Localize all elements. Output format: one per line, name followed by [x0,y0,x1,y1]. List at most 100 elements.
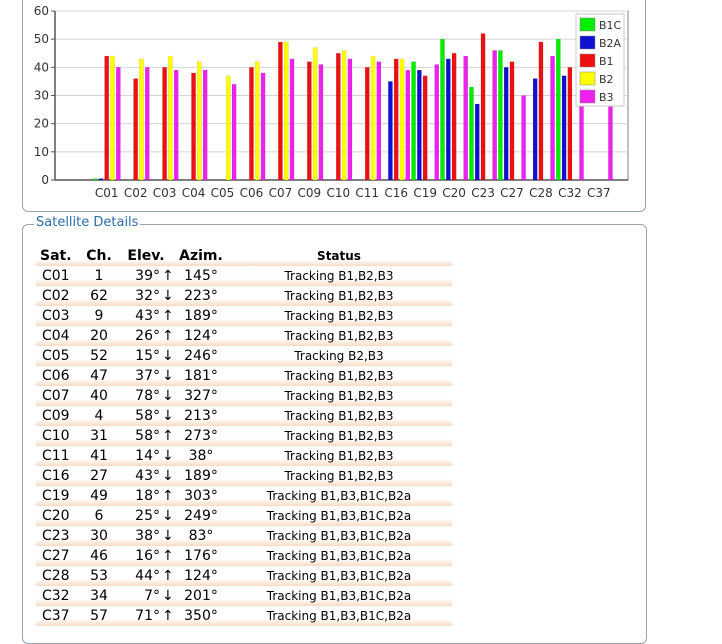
table-row: C01 1 39° ↑ 145° Tracking B1,B2,B3 [36,266,452,286]
x-tick-label: C23 [471,186,495,200]
bar-b1-c10 [335,53,341,181]
bar-b2a-c20 [445,58,451,181]
azimuth-cell: 246° [176,346,226,366]
table-row: C03 9 43° ↑ 189° Tracking B1,B2,B3 [36,306,452,326]
elevation-cell: 38° [116,526,160,546]
y-tick-label: 0 [41,173,49,187]
y-tick-label: 40 [34,60,49,74]
status-cell: Tracking B1,B3,B1C,B2a [226,486,452,506]
bar-b1-c03 [162,67,167,181]
bar-b3-c05 [231,83,237,181]
azimuth-cell: 327° [176,386,226,406]
bar-b1c-c32 [555,38,561,181]
elevation-trend-icon: ↓ [160,506,176,526]
channel-cell: 41 [82,446,116,466]
bar-b2a-c01 [98,178,104,181]
bar-b2-c10 [341,50,347,181]
bar-b3-c23 [492,50,497,181]
elevation-trend-icon: ↓ [160,586,176,606]
sat-cell: C23 [36,526,82,546]
y-tick-label: 10 [34,145,49,159]
sat-cell: C37 [36,606,82,626]
bar-b2a-c23 [474,103,480,181]
azimuth-cell: 124° [176,566,226,586]
bar-b3-c03 [173,69,179,181]
bar-b2a-c32 [561,75,567,181]
table-row: C10 31 58° ↑ 273° Tracking B1,B2,B3 [36,426,452,446]
legend-label-b1: B1 [599,55,614,68]
channel-cell: 40 [82,386,116,406]
status-cell: Tracking B1,B3,B1C,B2a [226,566,452,586]
bar-b3-c09 [318,64,324,181]
bar-b1c-c01 [92,178,98,181]
bar-b2a-c27 [503,67,509,181]
channel-cell: 27 [82,466,116,486]
sat-cell: C02 [36,286,82,306]
elevation-cell: 14° [116,446,160,466]
legend-swatch-b2a [579,35,596,50]
sat-cell: C07 [36,386,82,406]
status-cell: Tracking B1,B3,B1C,B2a [226,586,452,606]
x-tick-label: C06 [240,186,264,200]
status-cell: Tracking B1,B2,B3 [226,406,452,426]
status-cell: Tracking B1,B2,B3 [226,446,452,466]
elevation-trend-icon: ↓ [160,406,176,426]
x-tick-label: C32 [558,186,582,200]
elevation-cell: 71° [116,606,160,626]
status-cell: Tracking B1,B2,B3 [226,426,452,446]
elevation-trend-icon: ↑ [160,486,176,506]
elevation-cell: 39° [116,266,160,286]
elevation-trend-icon: ↑ [160,326,176,346]
bar-b3-c07 [289,58,295,181]
x-tick-label: C02 [124,186,148,200]
x-tick-label: C07 [269,186,293,200]
bar-b1c-c20 [440,38,445,181]
x-tick-label: C11 [355,186,379,200]
bar-b1-c27 [509,61,515,181]
sat-cell: C27 [36,546,82,566]
legend-label-b3: B3 [599,91,614,104]
status-cell: Tracking B1,B2,B3 [226,266,452,286]
azimuth-cell: 303° [176,486,226,506]
bar-b3-c01 [115,67,121,181]
elevation-cell: 32° [116,286,160,306]
status-cell: Tracking B1,B3,B1C,B2a [226,526,452,546]
bar-b1-c01 [104,55,110,181]
y-tick-label: 20 [34,117,49,131]
table-row: C27 46 16° ↑ 176° Tracking B1,B3,B1C,B2a [36,546,452,566]
x-tick-label: C19 [413,186,437,200]
x-tick-label: C20 [442,186,466,200]
azimuth-cell: 83° [176,526,226,546]
sat-cell: C06 [36,366,82,386]
bar-b1-c19 [422,75,428,181]
status-cell: Tracking B1,B2,B3 [226,286,452,306]
bar-b1c-c19 [411,61,416,181]
bar-b1-c04 [191,72,196,181]
channel-cell: 31 [82,426,116,446]
elevation-trend-icon: ↑ [160,426,176,446]
x-tick-label: C28 [529,186,553,200]
elevation-trend-icon: ↓ [160,526,176,546]
x-tick-label: C04 [182,186,206,200]
channel-cell: 30 [82,526,116,546]
azimuth-cell: 124° [176,326,226,346]
bar-b2-c04 [197,61,202,181]
elevation-cell: 26° [116,326,160,346]
table-row: C19 49 18° ↑ 303° Tracking B1,B3,B1C,B2a [36,486,452,506]
y-tick-label: 30 [34,89,49,103]
bar-b1-c11 [364,67,370,181]
channel-cell: 47 [82,366,116,386]
status-cell: Tracking B1,B2,B3 [226,466,452,486]
elevation-cell: 25° [116,506,160,526]
bar-b2-c01 [110,55,115,181]
header-status: Status [226,246,452,266]
bar-b2a-c19 [417,69,422,181]
elevation-cell: 15° [116,346,160,366]
azimuth-cell: 145° [176,266,226,286]
bar-b2a-c16 [388,81,393,181]
table-row: C20 6 25° ↓ 249° Tracking B1,B3,B1C,B2a [36,506,452,526]
legend-label-b2: B2 [599,73,614,86]
table-header-row: Sat. Ch. Elev. Azim. Status [36,246,452,266]
signal-chart-panel [22,0,646,212]
azimuth-cell: 223° [176,286,226,306]
